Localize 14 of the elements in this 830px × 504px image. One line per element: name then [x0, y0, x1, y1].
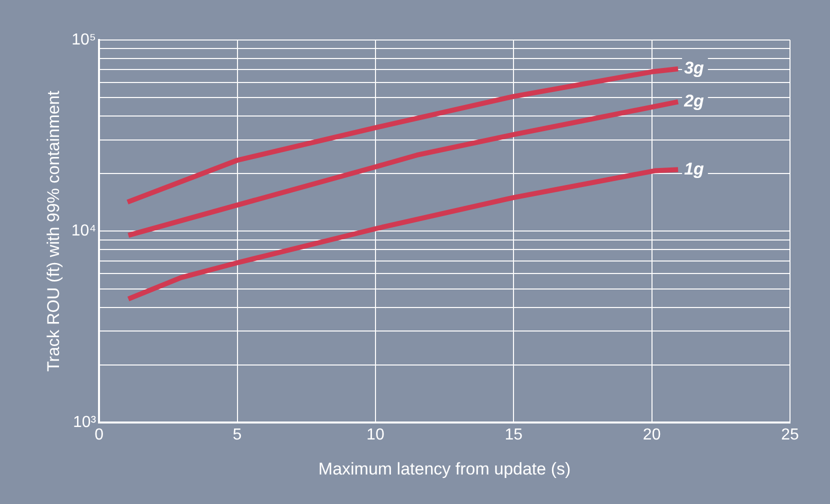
y-tick-label: 10⁵	[72, 31, 96, 48]
series-label: 3g	[684, 58, 705, 78]
y-tick-label: 10⁴	[71, 222, 96, 240]
x-tick-label: 10	[366, 426, 384, 444]
x-tick-label: 5	[232, 426, 242, 444]
y-axis-title: Track ROU (ft) with 99% containment	[44, 90, 63, 372]
x-tick-label: 20	[642, 426, 661, 444]
x-tick-label: 25	[781, 426, 799, 444]
series-label: 2g	[683, 92, 705, 111]
x-axis-title: Maximum latency from update (s)	[318, 459, 571, 478]
x-tick-label: 0	[94, 426, 104, 444]
x-tick-label: 15	[504, 426, 523, 444]
series-label: 1g	[684, 159, 705, 178]
y-tick-label: 10³	[72, 414, 97, 431]
